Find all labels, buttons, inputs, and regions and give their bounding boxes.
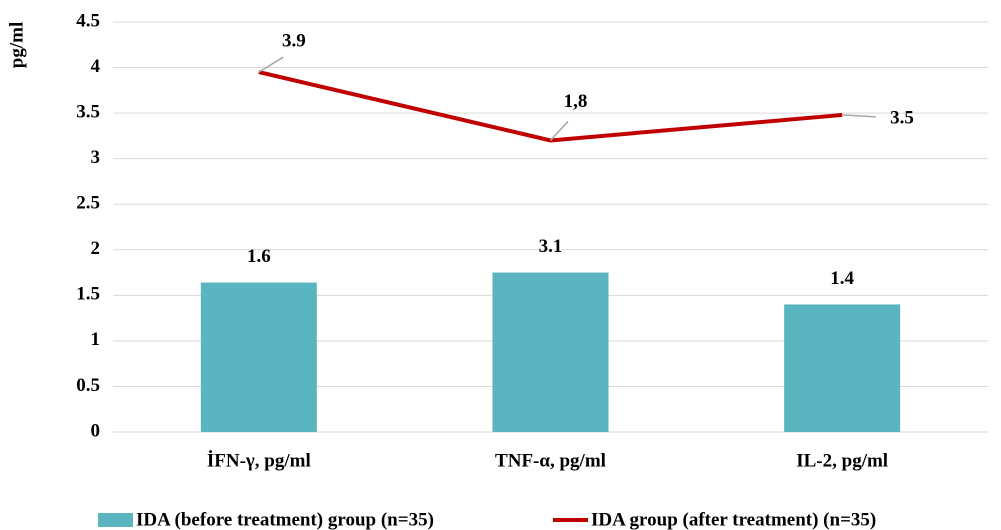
leader-line	[842, 114, 876, 118]
y-tick-label: 0.5	[76, 375, 100, 396]
bar	[200, 282, 317, 432]
y-tick-label: 0	[91, 420, 101, 441]
data-label: 3.9	[282, 30, 306, 51]
x-tick-label: TNF-α, pg/ml	[495, 450, 606, 471]
bar	[492, 272, 609, 432]
leader-line	[258, 56, 284, 73]
y-tick-label: 4	[91, 56, 101, 77]
data-label: 1,8	[564, 91, 588, 112]
y-tick-label: 1.5	[76, 284, 100, 305]
y-tick-label: 1	[91, 329, 101, 350]
legend-swatch	[98, 513, 133, 527]
y-tick-label: 3.5	[76, 101, 100, 122]
data-label: 1.4	[830, 268, 854, 289]
y-tick-label: 3	[91, 147, 101, 168]
leader-line	[549, 120, 569, 141]
y-tick-label: 2	[91, 238, 101, 259]
y-tick-label: 4.5	[76, 10, 100, 31]
line	[258, 70, 843, 143]
legend-label: IDA group (after treatment) (n=35)	[591, 509, 876, 530]
legend-label: IDA (before treatment) group (n=35)	[136, 509, 434, 530]
bar	[784, 304, 901, 432]
y-axis-label: pg/ml	[6, 22, 27, 68]
data-label: 3.1	[539, 236, 563, 257]
data-label: 1.6	[247, 246, 271, 267]
x-tick-label: İFN-γ, pg/ml	[207, 450, 311, 471]
data-label: 3.5	[890, 107, 914, 128]
y-tick-label: 2.5	[76, 193, 100, 214]
x-tick-label: IL-2, pg/ml	[796, 450, 888, 471]
